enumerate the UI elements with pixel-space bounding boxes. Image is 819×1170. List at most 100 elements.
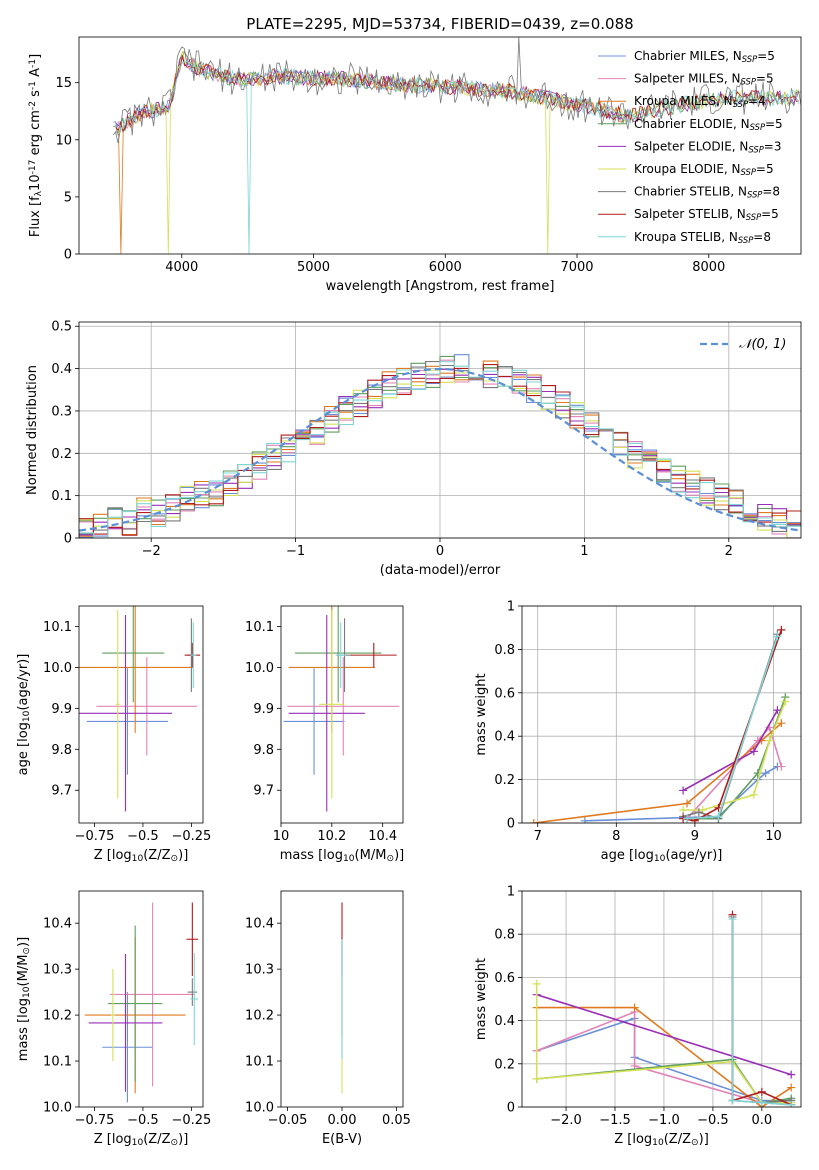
series-marker <box>777 719 786 728</box>
y-tick-label: 9.7 <box>51 784 72 799</box>
y-tick-label: 0.2 <box>494 1057 515 1072</box>
x-tick-label: 1 <box>580 544 588 559</box>
x-tick-label: 8000 <box>692 260 725 275</box>
histogram-step <box>79 364 801 536</box>
y-tick-label: 0.4 <box>494 730 515 745</box>
y-tick-label: 0.3 <box>51 404 72 419</box>
histogram-step <box>79 369 801 538</box>
axes-frame <box>280 890 404 1108</box>
y-tick-label: 1 <box>507 600 515 615</box>
y-tick-label: 0.5 <box>51 320 72 335</box>
y-tick-label: 0.4 <box>494 1014 515 1029</box>
series-line <box>682 629 783 822</box>
y-tick-label: 10.1 <box>43 620 72 635</box>
Z-weight-panel: −2.0 −1.5 −1.0 −0.5 0.0 0 0.2 0.4 0.6 0.8 1 Z [log1… <box>474 885 802 1148</box>
y-tick-label: 9.8 <box>253 743 274 758</box>
y-tick-label: 0 <box>64 532 72 547</box>
legend: Chabrier MILES, NSSP=5 Salpeter MILES, NS… <box>598 49 783 245</box>
chart-title: PLATE=2295, MJD=53734, FIBERID=0439, z=0… <box>246 15 633 33</box>
legend-label: Kroupa MILES, NSSP=4 <box>634 94 766 109</box>
series-marker <box>532 1074 541 1083</box>
y-tick-label: 10.1 <box>43 1055 72 1070</box>
x-tick-label: −2 <box>142 544 161 559</box>
spectrum-lines <box>112 37 801 254</box>
y-axis-label: age [log10(age/yr)] <box>16 654 32 776</box>
mass-age-panel: 10 10.2 10.4 9.7 9.8 9.9 10.0 10.1 mass [log10(M… <box>245 605 404 864</box>
series-line <box>536 993 792 1076</box>
x-axis-label: wavelength [Angstrom, rest frame] <box>326 279 555 294</box>
series-marker <box>777 625 786 634</box>
Z-mass-panel: −0.75 −0.5 −0.25 10.0 10.1 10.2 10.3 10.4 Z [log… <box>16 890 211 1148</box>
axes-frame <box>78 605 204 824</box>
residuals-panel: −2 −1 0 1 2 0 0.1 0.2 0.3 0.4 0.5 (data-model)/erro… <box>25 320 802 578</box>
series-marker <box>787 1100 796 1107</box>
legend-label: Chabrier MILES, NSSP=5 <box>634 49 775 64</box>
series-line <box>533 722 782 823</box>
y-tick-label: 10.2 <box>245 1009 274 1024</box>
histograms <box>79 354 801 538</box>
x-tick-label: 10.2 <box>317 829 346 844</box>
y-tick-label: 10.0 <box>43 1101 72 1116</box>
y-tick-label: 1 <box>507 885 515 900</box>
y-tick-label: 15 <box>55 76 72 91</box>
series-marker <box>757 1098 766 1107</box>
axes-frame <box>521 890 802 1108</box>
x-tick-label: 0.05 <box>382 1113 411 1128</box>
errorbars <box>84 902 199 1103</box>
series-marker <box>694 808 703 817</box>
x-tick-label: −0.5 <box>697 1113 729 1128</box>
axes-frame <box>78 321 802 539</box>
x-tick-label: −0.25 <box>171 829 211 844</box>
x-tick-label: 4000 <box>165 260 198 275</box>
series-marker <box>773 632 782 641</box>
legend-label: Chabrier ELODIE, NSSP=5 <box>634 117 783 132</box>
y-tick-label: 0.6 <box>494 971 515 986</box>
spectrum-line <box>118 54 632 254</box>
y-tick-label: 0 <box>64 248 72 263</box>
series-lines <box>532 910 796 1107</box>
errorbars <box>283 606 400 812</box>
x-tick-label: 8 <box>612 829 620 844</box>
series-marker <box>757 1087 766 1096</box>
y-tick-label: 0.8 <box>494 928 515 943</box>
series-marker <box>781 697 790 706</box>
x-axis-label: mass [log10(M/M⊙)] <box>280 848 404 864</box>
spectrum-line <box>115 56 799 133</box>
series-marker <box>777 762 786 771</box>
series-marker <box>765 736 774 745</box>
x-tick-label: 6000 <box>429 260 462 275</box>
series-marker <box>529 819 538 823</box>
series-line <box>731 919 792 1106</box>
y-tick-label: 5 <box>64 190 72 205</box>
y-axis-label: mass weight <box>474 673 489 755</box>
y-tick-label: 9.9 <box>51 702 72 717</box>
legend-label: Salpeter STELIB, NSSP=5 <box>634 207 779 222</box>
y-axis-label: mass [log10(M/M⊙)] <box>16 937 32 1061</box>
x-tick-label: −2.0 <box>550 1113 582 1128</box>
y-tick-label: 9.7 <box>253 784 274 799</box>
y-axis-label: Normed distribution <box>25 365 40 495</box>
EBV-mass-panel: −0.05 0.00 0.05 10.0 10.1 10.2 10.3 10.4 E(B-V) <box>245 890 411 1147</box>
y-tick-label: 10.0 <box>43 661 72 676</box>
y-tick-label: 0.2 <box>494 773 515 788</box>
series-marker <box>787 1070 796 1079</box>
x-tick-label: −0.05 <box>268 1113 308 1128</box>
x-tick-label: −1.5 <box>599 1113 631 1128</box>
x-tick-label: 2 <box>725 544 733 559</box>
spectrum-line <box>115 55 799 133</box>
x-tick-label: 0 <box>436 544 444 559</box>
age-weight-panel: 7 8 9 10 0 0.2 0.4 0.6 0.8 1 age [log10(age/yr)] ma… <box>474 600 802 864</box>
y-tick-label: 10.1 <box>245 1055 274 1070</box>
x-tick-label: 9 <box>691 829 699 844</box>
series-marker <box>683 799 692 808</box>
x-tick-label: −0.75 <box>75 829 115 844</box>
series-line <box>682 633 779 820</box>
x-tick-label: 0.0 <box>751 1113 772 1128</box>
x-axis-label: (data-model)/error <box>380 563 501 578</box>
y-tick-label: 10.4 <box>43 917 72 932</box>
axes-frame <box>521 605 802 824</box>
y-tick-label: 9.8 <box>51 743 72 758</box>
series-marker <box>728 1096 737 1105</box>
series-marker <box>679 786 688 795</box>
y-tick-label: 10.4 <box>245 917 274 932</box>
